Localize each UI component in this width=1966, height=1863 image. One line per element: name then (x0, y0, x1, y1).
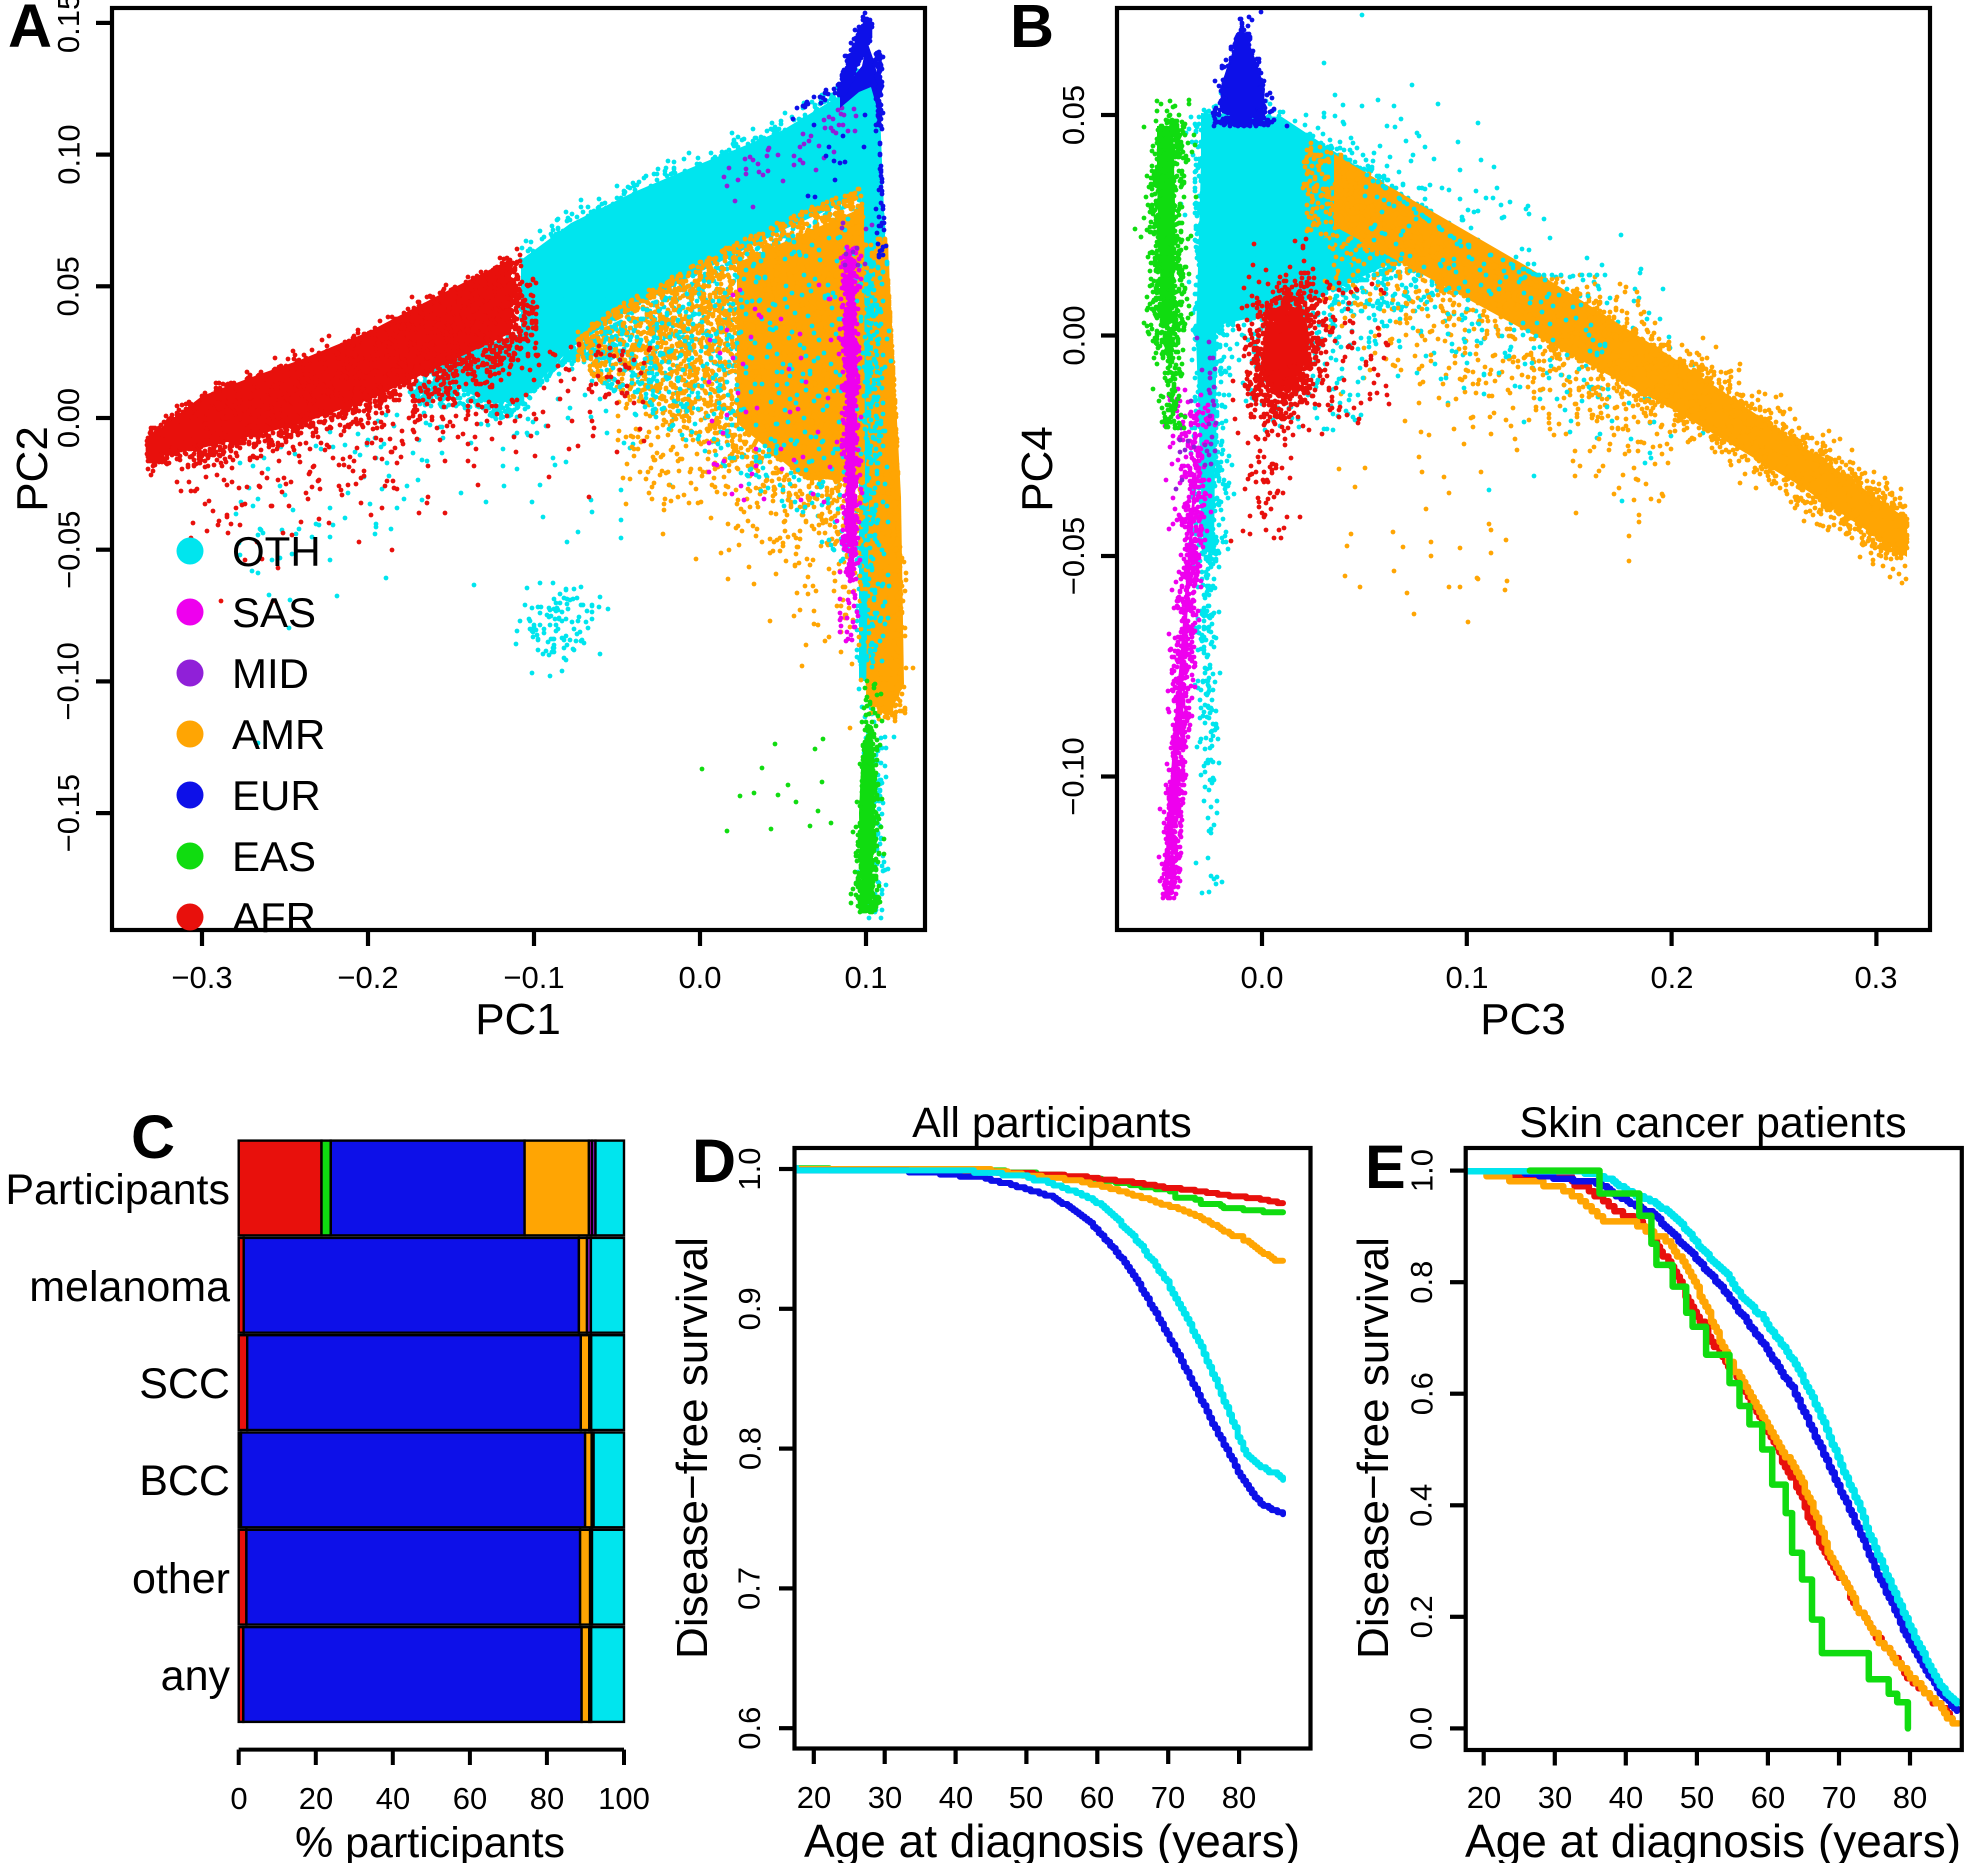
svg-text:Age at diagnosis (years): Age at diagnosis (years) (804, 1815, 1300, 1863)
svg-text:0.10: 0.10 (51, 124, 86, 184)
svg-text:30: 30 (868, 1780, 902, 1815)
svg-text:60: 60 (1751, 1780, 1785, 1815)
svg-text:Disease−free survival: Disease−free survival (668, 1237, 717, 1659)
svg-text:0.4: 0.4 (1404, 1484, 1439, 1527)
svg-text:C: C (131, 1103, 175, 1171)
svg-text:AFR: AFR (232, 894, 316, 941)
svg-text:0.15: 0.15 (51, 0, 86, 53)
svg-text:0.6: 0.6 (1404, 1372, 1439, 1415)
svg-text:0.3: 0.3 (1854, 960, 1897, 995)
svg-text:other: other (132, 1555, 230, 1603)
svg-text:−0.15: −0.15 (51, 774, 86, 852)
svg-text:D: D (692, 1127, 736, 1195)
svg-text:SAS: SAS (232, 589, 316, 636)
svg-text:0.05: 0.05 (1056, 85, 1091, 145)
svg-text:60: 60 (453, 1781, 487, 1816)
svg-text:PC4: PC4 (1013, 426, 1062, 512)
svg-text:B: B (1010, 0, 1054, 60)
svg-text:MID: MID (232, 650, 309, 697)
svg-text:50: 50 (1680, 1780, 1714, 1815)
svg-text:PC2: PC2 (8, 426, 57, 512)
svg-text:20: 20 (1467, 1780, 1501, 1815)
svg-text:70: 70 (1822, 1780, 1856, 1815)
svg-text:1.0: 1.0 (1404, 1149, 1439, 1192)
svg-text:0.1: 0.1 (844, 960, 887, 995)
svg-text:A: A (8, 0, 52, 60)
svg-text:0.00: 0.00 (51, 388, 86, 448)
svg-text:melanoma: melanoma (29, 1263, 230, 1311)
svg-text:0.0: 0.0 (1240, 960, 1283, 995)
svg-text:PC1: PC1 (475, 995, 561, 1044)
svg-text:20: 20 (797, 1780, 831, 1815)
svg-text:E: E (1365, 1133, 1406, 1201)
svg-text:80: 80 (530, 1781, 564, 1816)
svg-text:30: 30 (1538, 1780, 1572, 1815)
svg-text:40: 40 (939, 1780, 973, 1815)
svg-text:0.8: 0.8 (732, 1427, 767, 1470)
svg-text:−0.10: −0.10 (51, 642, 86, 720)
svg-text:0.2: 0.2 (1404, 1595, 1439, 1638)
svg-text:Age at diagnosis (years): Age at diagnosis (years) (1465, 1815, 1961, 1863)
svg-text:−0.05: −0.05 (51, 510, 86, 588)
svg-text:40: 40 (1609, 1780, 1643, 1815)
svg-text:70: 70 (1151, 1780, 1185, 1815)
svg-text:0.05: 0.05 (51, 256, 86, 316)
svg-text:0.0: 0.0 (678, 960, 721, 995)
svg-text:OTH: OTH (232, 528, 321, 575)
svg-text:80: 80 (1222, 1780, 1256, 1815)
svg-text:−0.10: −0.10 (1056, 737, 1091, 815)
svg-text:−0.3: −0.3 (171, 960, 232, 995)
svg-text:any: any (161, 1652, 231, 1700)
svg-text:−0.2: −0.2 (337, 960, 398, 995)
svg-text:60: 60 (1080, 1780, 1114, 1815)
svg-text:BCC: BCC (139, 1457, 230, 1505)
svg-text:Skin cancer patients: Skin cancer patients (1519, 1099, 1906, 1147)
svg-text:0.7: 0.7 (732, 1567, 767, 1610)
svg-text:SCC: SCC (139, 1360, 230, 1408)
svg-text:−0.05: −0.05 (1056, 517, 1091, 595)
svg-text:0.1: 0.1 (1445, 960, 1488, 995)
svg-text:All participants: All participants (912, 1099, 1192, 1147)
svg-text:20: 20 (299, 1781, 333, 1816)
svg-text:EUR: EUR (232, 772, 321, 819)
svg-text:% participants: % participants (295, 1819, 565, 1863)
svg-text:0.6: 0.6 (732, 1707, 767, 1750)
svg-text:1.0: 1.0 (732, 1147, 767, 1190)
svg-text:50: 50 (1009, 1780, 1043, 1815)
svg-text:−0.1: −0.1 (503, 960, 564, 995)
svg-text:40: 40 (376, 1781, 410, 1816)
svg-text:PC3: PC3 (1480, 995, 1566, 1044)
svg-text:AMR: AMR (232, 711, 325, 758)
svg-text:EAS: EAS (232, 833, 316, 880)
svg-text:Participants: Participants (5, 1166, 230, 1214)
svg-text:0.00: 0.00 (1057, 305, 1092, 365)
svg-text:0.2: 0.2 (1650, 960, 1693, 995)
svg-text:80: 80 (1893, 1780, 1927, 1815)
svg-text:0.0: 0.0 (1404, 1707, 1439, 1750)
svg-text:0.9: 0.9 (732, 1287, 767, 1330)
svg-text:100: 100 (598, 1781, 650, 1816)
svg-text:Disease−free survival: Disease−free survival (1349, 1237, 1398, 1659)
svg-text:0: 0 (230, 1781, 247, 1816)
svg-text:0.8: 0.8 (1404, 1261, 1439, 1304)
